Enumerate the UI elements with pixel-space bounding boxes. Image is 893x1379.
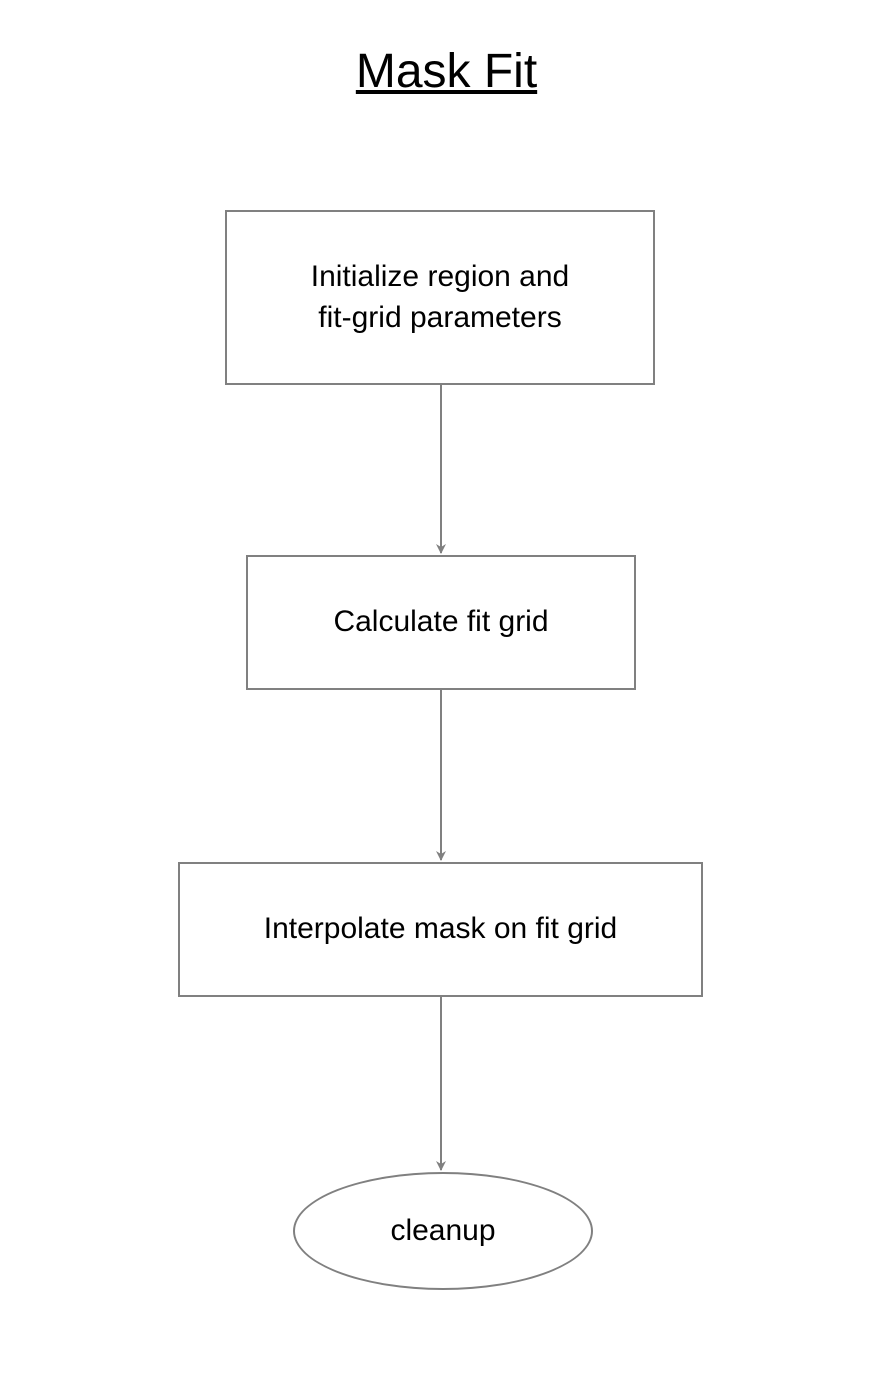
node-interpolate: Interpolate mask on fit grid [178, 862, 703, 997]
node-calculate: Calculate fit grid [246, 555, 636, 690]
node-label: cleanup [390, 1214, 495, 1248]
node-label-line: fit-grid parameters [318, 301, 561, 334]
node-label: Interpolate mask on fit grid [264, 909, 618, 950]
node-label-line: Initialize region and [311, 260, 570, 293]
flowchart-canvas: Mask Fit Initialize region and fit-grid … [0, 0, 893, 1379]
node-label: Initialize region and fit-grid parameter… [311, 257, 570, 338]
node-initialize: Initialize region and fit-grid parameter… [225, 210, 655, 385]
node-label: Calculate fit grid [333, 602, 548, 643]
flowchart-title: Mask Fit [0, 44, 893, 99]
node-cleanup: cleanup [293, 1172, 593, 1290]
